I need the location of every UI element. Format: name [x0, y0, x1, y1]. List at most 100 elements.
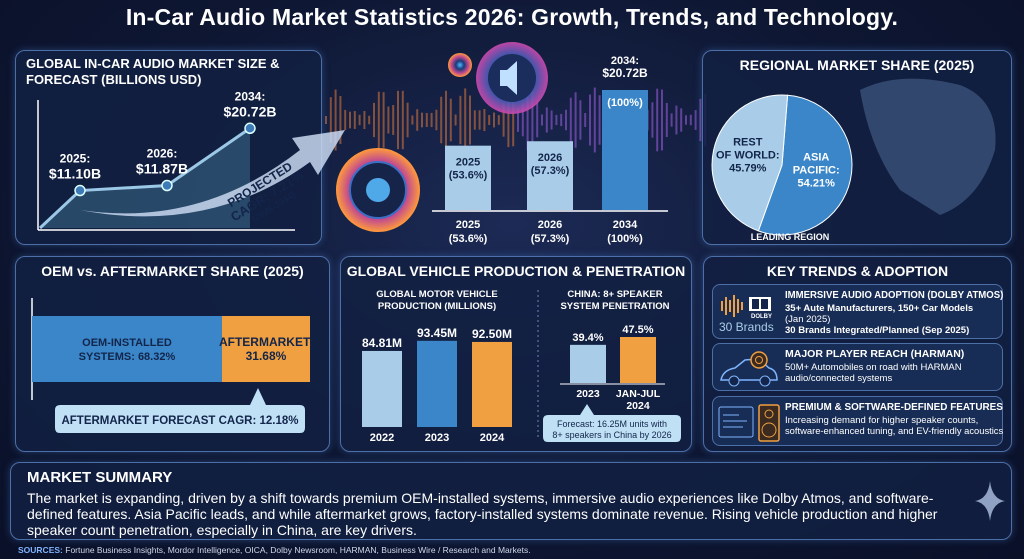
waveform-bar: [569, 97, 572, 143]
waveform-bar: [656, 88, 659, 152]
waveform-bar: [488, 115, 491, 125]
area-fill: [40, 128, 250, 228]
waveform-bar: [589, 94, 591, 146]
bar: [602, 90, 648, 210]
waveform-bar: [469, 95, 471, 145]
forecast-text: Forecast: 16.25M units with: [557, 419, 667, 429]
cagr-callout-text: AFTERMARKET FORECAST CAGR: 12.18%: [61, 415, 298, 427]
waveform-bar: [545, 107, 548, 133]
oem-title: OEM vs. AFTERMARKET SHARE (2025): [41, 263, 304, 279]
bar-inner-label: 2026: [538, 152, 562, 164]
waveform-bar: [363, 110, 366, 130]
waveform-bar: [507, 92, 510, 148]
x-tick-label: 2023: [425, 432, 449, 444]
waveform-bar: [353, 111, 356, 129]
summary-body: The market is expanding, driven by a shi…: [27, 490, 938, 538]
waveform-bar: [344, 109, 347, 131]
x-tick-label: (57.3%): [531, 233, 570, 245]
trend-dolby: DOLBY 30 Brands IMMERSIVE AUDIO ADOPTION…: [712, 284, 1003, 339]
waveform-bar: [329, 97, 332, 143]
data-label-year: 2025:: [60, 152, 91, 166]
data-point: [161, 179, 173, 192]
slice-label: OF WORLD:: [716, 150, 780, 162]
waveform-bar: [325, 116, 327, 124]
volume-icon: [500, 61, 517, 95]
slice-label: PACIFIC:: [793, 164, 840, 176]
waveform-bar: [377, 91, 380, 149]
waveform-bar: [689, 114, 692, 126]
waveform-bar: [574, 92, 577, 148]
waveform-bar: [421, 112, 423, 128]
dolby-waveform-icon: DOLBY: [719, 291, 781, 331]
trend-text: software-enhanced tuning, and EV-friendl…: [785, 426, 1004, 437]
trend-heading: IMMERSIVE AUDIO ADOPTION (DOLBY ATMOS): [785, 289, 1004, 301]
waveform-bar: [560, 113, 563, 127]
pie-slice: [757, 94, 853, 236]
chart-title: FORECAST (BILLIONS USD): [26, 72, 202, 87]
bar-top-label: $20.72B: [602, 66, 648, 80]
pie-slice: [711, 94, 789, 232]
bar-value-label: 39.4%: [572, 332, 603, 344]
trend-heading: MAJOR PLAYER REACH (HARMAN): [785, 348, 965, 360]
waveform-bar: [473, 110, 476, 130]
waveform-bar: [517, 108, 519, 132]
forecast-callout: [543, 404, 681, 442]
waveform-bar: [464, 88, 467, 152]
segment-label: 31.68%: [246, 349, 287, 363]
waveform-bar: [541, 114, 543, 126]
bar: [620, 337, 656, 383]
segment-label: OEM-INSTALLED: [82, 337, 172, 349]
subchart-title: PRODUCTION (MILLIONS): [378, 301, 496, 312]
dolby-logo-text: DOLBY: [751, 314, 772, 320]
slice-value: 45.79%: [729, 163, 767, 175]
x-tick-label: 2024: [626, 400, 650, 412]
bar-value-label: 93.45M: [417, 326, 457, 340]
slice-label: REST: [733, 137, 763, 149]
x-tick-label: 2022: [370, 432, 394, 444]
data-point: [74, 184, 86, 197]
waveform-bar: [497, 115, 500, 125]
waveform-bar: [536, 102, 539, 138]
speaker-small-icon: [448, 53, 472, 77]
bar: [527, 141, 573, 210]
waveform-bar: [531, 90, 534, 150]
x-tick-label: 2025: [456, 219, 480, 231]
waveform-bar: [502, 103, 505, 137]
subchart-title: SYSTEM PENETRATION: [560, 301, 669, 312]
waveform-bar: [387, 106, 390, 134]
waveform-bar: [358, 114, 361, 126]
data-label-value: $11.87B: [136, 161, 188, 177]
car-speaker-icon: [719, 350, 781, 390]
waveform-bar: [445, 90, 447, 150]
waveform-bar: [440, 96, 443, 144]
waveform-bar: [454, 114, 457, 126]
bar-top-label: 2034:: [611, 55, 639, 67]
slice-label: ASIA: [803, 151, 829, 163]
world-map-silhouette: [860, 78, 996, 215]
trend-text: 35+ Aute Manufacturers, 150+ Car Models: [785, 303, 974, 314]
waveform-bar: [694, 110, 697, 130]
waveform-bar: [459, 95, 462, 145]
market-summary-panel: MARKET SUMMARY The market is expanding, …: [10, 462, 1012, 540]
x-tick-label: (100%): [607, 233, 643, 245]
cagr-callout: [55, 388, 305, 433]
summary-title: MARKET SUMMARY: [27, 469, 173, 486]
trend-text: Increasing demand for higher speaker cou…: [785, 415, 979, 426]
waveform-bar: [555, 114, 558, 126]
waveform-bar: [349, 111, 351, 129]
page-title: In-Car Audio Market Statistics 2026: Gro…: [125, 4, 899, 30]
trend-software: PREMIUM & SOFTWARE-DEFINED FEATURES Incr…: [712, 396, 1003, 446]
x-tick-label: 2023: [576, 388, 600, 400]
subchart-title: GLOBAL MOTOR VEHICLE: [376, 289, 498, 300]
waveform-bar: [425, 113, 428, 127]
waveform-bar: [373, 102, 375, 138]
waveform-bar: [680, 108, 683, 132]
waveform-bar: [392, 105, 395, 135]
waveform-bar: [334, 89, 337, 151]
bar: [570, 344, 606, 383]
sparkle-icon: [975, 481, 1005, 521]
data-label-year: 2026:: [147, 147, 178, 161]
waveform-bar: [685, 115, 687, 125]
